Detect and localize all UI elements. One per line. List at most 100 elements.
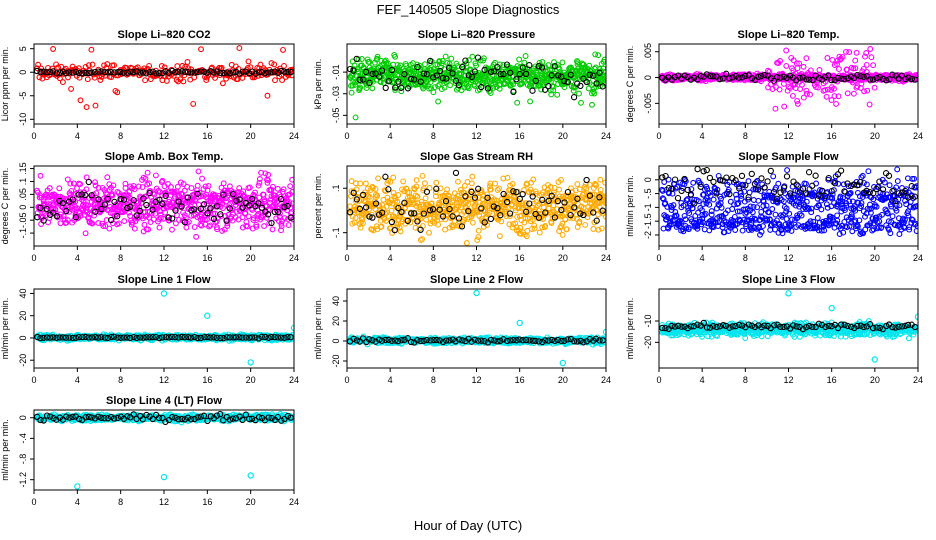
x-tick-label: 16 — [515, 253, 525, 263]
x-tick-label: 8 — [118, 253, 123, 263]
mean-point — [548, 192, 555, 200]
data-point — [799, 195, 806, 202]
data-point — [56, 185, 63, 192]
data-point — [714, 219, 721, 226]
mean-point — [423, 188, 431, 195]
data-point — [854, 223, 861, 230]
data-point — [390, 213, 397, 220]
mean-point — [88, 192, 95, 199]
mean-point — [690, 74, 698, 81]
data-point — [883, 194, 890, 201]
x-tick-label: 4 — [700, 253, 705, 263]
data-point — [714, 186, 721, 193]
data-point — [816, 67, 823, 73]
mean-point — [184, 194, 192, 201]
data-point — [109, 192, 116, 199]
data-point — [253, 223, 260, 230]
x-tick-label: 8 — [431, 253, 436, 263]
data-point — [180, 181, 187, 187]
data-point — [514, 99, 521, 106]
data-point — [352, 114, 359, 121]
x-tick-label: 0 — [344, 253, 349, 263]
data-point — [422, 195, 429, 202]
data-point — [142, 213, 149, 220]
mean-point — [716, 75, 723, 83]
mean-point — [790, 178, 797, 185]
data-point — [388, 207, 395, 214]
mean-point — [732, 177, 739, 184]
mean-point — [908, 183, 915, 190]
data-point — [257, 61, 264, 68]
data-point — [531, 225, 538, 232]
mean-point — [91, 68, 99, 76]
data-point — [288, 209, 294, 215]
mean-point — [822, 193, 829, 200]
mean-point — [139, 69, 147, 76]
data-point — [280, 186, 287, 193]
mean-point — [526, 62, 533, 69]
data-point — [767, 222, 774, 229]
data-point — [468, 180, 475, 187]
mean-point — [378, 67, 386, 74]
data-point — [807, 91, 813, 98]
data-point — [685, 226, 692, 233]
data-points — [34, 168, 294, 240]
data-point — [808, 209, 815, 216]
mean-point — [551, 63, 559, 70]
data-point — [366, 193, 373, 200]
mean-point — [92, 208, 99, 215]
mean-point — [204, 69, 211, 76]
mean-point — [268, 219, 275, 227]
mean-point — [232, 68, 240, 76]
y-tick-label: -5 — [18, 92, 28, 100]
data-point — [840, 181, 847, 188]
mean-point — [233, 197, 240, 204]
data-point — [601, 197, 606, 204]
data-point — [274, 185, 281, 192]
mean-point — [175, 68, 182, 75]
mean-point — [770, 189, 778, 196]
mean-point — [69, 196, 76, 203]
data-point — [475, 234, 482, 241]
data-point — [212, 74, 218, 81]
data-point — [783, 205, 790, 212]
data-point — [576, 90, 582, 97]
data-point — [205, 183, 212, 189]
data-point — [165, 181, 171, 187]
data-point — [484, 191, 491, 198]
mean-point — [590, 209, 597, 216]
mean-point — [719, 177, 726, 184]
mean-point — [889, 71, 896, 78]
data-point — [670, 202, 677, 209]
data-point — [824, 86, 831, 93]
data-point — [863, 50, 870, 56]
mean-point — [529, 87, 536, 94]
mean-point — [117, 68, 124, 76]
data-point — [278, 227, 284, 234]
data-point — [772, 105, 779, 112]
data-point — [115, 220, 122, 227]
data-point — [826, 221, 833, 228]
data-point — [530, 176, 537, 183]
data-point — [161, 64, 168, 71]
data-point — [783, 47, 790, 54]
data-point — [559, 231, 566, 238]
data-point — [863, 181, 870, 188]
mean-point — [564, 78, 571, 86]
data-point — [394, 198, 401, 205]
data-point — [419, 236, 426, 243]
data-point — [873, 203, 880, 210]
data-point — [360, 220, 366, 227]
data-point — [811, 189, 818, 196]
data-point — [593, 182, 599, 189]
mean-point — [404, 217, 411, 225]
data-point — [707, 192, 714, 199]
data-point — [92, 179, 98, 186]
data-point — [35, 61, 42, 68]
mean-point — [529, 193, 536, 200]
mean-point — [98, 68, 105, 75]
data-point — [563, 226, 570, 233]
data-point — [174, 183, 181, 190]
data-point — [203, 77, 210, 84]
data-point — [465, 201, 472, 208]
